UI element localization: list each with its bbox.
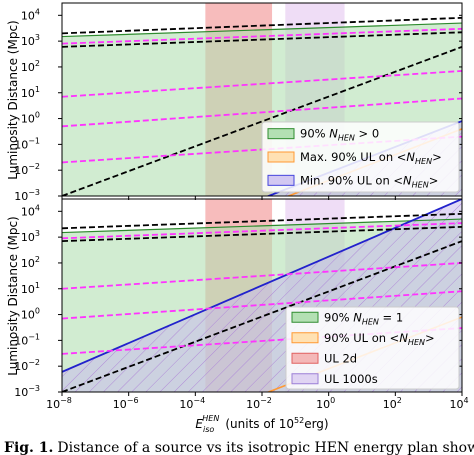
legend-swatch <box>291 352 319 364</box>
series-0-6-dashed-line <box>62 27 462 45</box>
figure-caption: Fig. 1. Distance of a source vs its isotr… <box>4 440 474 455</box>
y-tick-label: 10−2 <box>14 162 40 177</box>
series-0-7-dashed-line <box>62 70 462 98</box>
x-tick-label: 10−4 <box>179 396 205 411</box>
legend-box <box>261 121 460 193</box>
y-tick-label: 104 <box>21 203 40 218</box>
y-tick-label: 100 <box>21 111 40 126</box>
legend-swatch <box>267 174 295 186</box>
legend-bottom: 90% NHEN = 1 90% UL on <NHEN> UL 2d UL 1000… <box>285 306 460 390</box>
series-0-5-dashed-line <box>62 46 462 196</box>
series-1-8-dashed-line <box>62 290 462 320</box>
x-tick-label: 100 <box>316 396 335 411</box>
y-tick-label: 103 <box>21 229 40 244</box>
series-1-4-dashed-line <box>62 225 462 243</box>
legend-swatch <box>267 151 295 163</box>
axis-ticks: 10−310−210−110010110210310410−310−210−11… <box>14 7 468 411</box>
legend-label: Min. 90% UL on <NHEN> <box>300 173 438 189</box>
series-1-6-dashed-line <box>62 222 462 240</box>
legend-swatch <box>267 128 295 140</box>
legend-box <box>285 306 460 390</box>
legend-label: 90% NHEN = 1 <box>324 310 403 326</box>
legend-label: 90% NHEN > 0 <box>300 127 379 143</box>
legend-label: 90% UL on <NHEN> <box>324 331 435 347</box>
y-axis-label-top: Luminosity Distance (Mpc) <box>6 20 20 179</box>
legend-swatch <box>291 332 319 344</box>
x-tick-label: 10−6 <box>113 396 139 411</box>
series-1-7-dashed-line <box>62 262 462 290</box>
y-axis-label-bottom: Luminosity Distance (Mpc) <box>6 216 20 375</box>
series-0-8-dashed-line <box>62 97 462 128</box>
y-tick-label: 103 <box>21 33 40 48</box>
legend-label: Max. 90% UL on <NHEN> <box>300 150 442 166</box>
y-tick-label: 10−1 <box>14 332 40 347</box>
series-0-4-dashed-line <box>62 31 462 48</box>
y-tick-label: 102 <box>21 255 40 270</box>
y-tick-label: 100 <box>21 307 40 322</box>
series-1-3-dashed-line <box>62 212 462 230</box>
series-0-3-dashed-line <box>62 16 462 35</box>
x-tick-label: 10−8 <box>46 396 72 411</box>
x-axis-label: EisoHEN (units of 1052erg) <box>195 414 328 434</box>
x-tick-label: 102 <box>383 396 402 411</box>
y-tick-label: 10−1 <box>14 136 40 151</box>
series-1-2-line <box>62 199 462 373</box>
x-tick-label: 10−2 <box>246 396 272 411</box>
y-tick-label: 101 <box>21 85 40 100</box>
y-tick-label: 10−2 <box>14 358 40 373</box>
series-1-0-edge <box>62 218 462 234</box>
y-tick-label: 10−3 <box>14 188 40 203</box>
legend-swatch <box>291 373 319 385</box>
y-tick-label: 10−3 <box>14 384 40 399</box>
series-0-0-edge <box>62 22 462 38</box>
legend-swatch <box>291 311 319 323</box>
y-tick-label: 101 <box>21 281 40 296</box>
top-panel <box>62 3 462 196</box>
legend-label: UL 2d <box>324 351 357 365</box>
legend-top: 90% NHEN > 0 Max. 90% UL on <NHEN> Min. 90… <box>261 121 460 193</box>
legend-label: UL 1000s <box>324 372 378 386</box>
x-tick-label: 104 <box>449 396 468 411</box>
y-tick-label: 104 <box>21 7 40 22</box>
series-1-5-dashed-line <box>62 240 462 392</box>
y-tick-label: 102 <box>21 59 40 74</box>
